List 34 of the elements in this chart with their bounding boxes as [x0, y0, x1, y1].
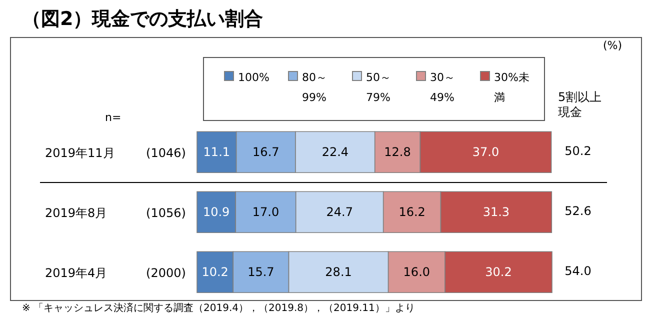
text: 50.2 — [564, 144, 592, 158]
legend-label: 80～99% — [302, 70, 328, 106]
text: (1056) — [146, 206, 186, 220]
chart-title: （図2）現金での支払い割合 — [22, 7, 264, 32]
legend-label: 30～49% — [430, 70, 456, 106]
data-label: 31.3 — [482, 205, 510, 220]
text: (1046) — [146, 146, 186, 160]
data-label: 10.2 — [202, 265, 228, 280]
data-label: 37.0 — [472, 145, 500, 160]
data-label: 16.2 — [398, 205, 426, 220]
legend-label: 50～79% — [366, 70, 392, 106]
data-label: 10.9 — [202, 205, 230, 220]
data-label: 28.1 — [325, 265, 352, 280]
annotation: ※ 「キャッシュレス決済に関する調査（2019.4），（2019.8），（2019.11）」より — [22, 302, 415, 315]
data-label: 22.4 — [322, 145, 349, 160]
data-label: 24.7 — [326, 205, 353, 220]
text: 52.6 — [564, 204, 592, 218]
data-label: 16.0 — [403, 265, 430, 280]
data-label: 17.0 — [252, 205, 280, 220]
legend-label: 100% — [238, 70, 270, 86]
data-label: 12.8 — [384, 145, 411, 160]
data-label: 30.2 — [485, 265, 512, 280]
text: (%) — [603, 39, 622, 52]
y-tick-label: 2019年4月 — [45, 266, 108, 280]
text: n= — [105, 111, 122, 124]
text: 54.0 — [564, 264, 592, 278]
text: 5割以上現金 — [558, 90, 603, 120]
data-label: 11.1 — [203, 145, 230, 160]
y-tick-label: 2019年8月 — [45, 206, 108, 220]
legend-label: 30%未満 — [494, 70, 530, 106]
text: (2000) — [146, 266, 186, 280]
y-tick-label: 2019年11月 — [45, 146, 115, 160]
data-label: 16.7 — [252, 145, 280, 160]
data-label: 15.7 — [248, 265, 274, 280]
